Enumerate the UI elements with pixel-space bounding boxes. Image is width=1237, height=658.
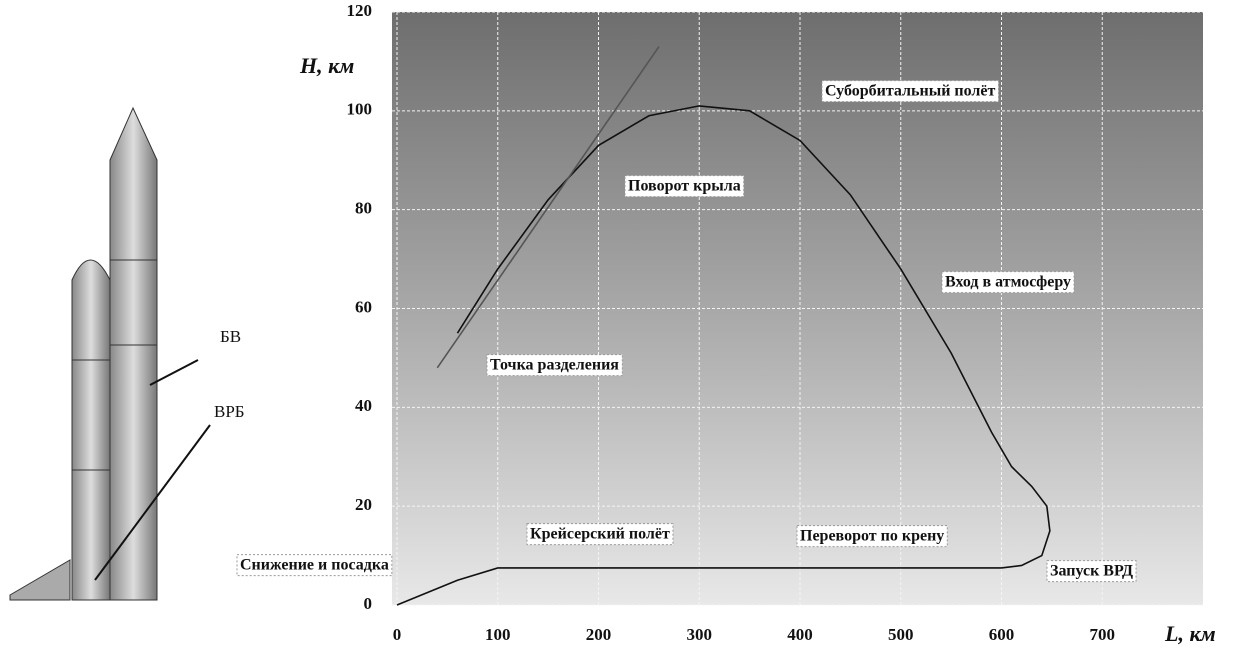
annotation: Поворот крыла <box>628 178 741 195</box>
y-tick-label: 0 <box>364 594 373 613</box>
x-axis-label: L, км <box>1164 621 1216 646</box>
rocket-label: ВРБ <box>214 402 245 421</box>
x-tick-label: 300 <box>687 625 713 644</box>
annotation: Вход в атмосферу <box>945 274 1071 291</box>
x-tick-label: 0 <box>393 625 402 644</box>
rocket <box>10 108 210 600</box>
x-tick-label: 500 <box>888 625 914 644</box>
x-tick-label: 700 <box>1090 625 1116 644</box>
y-tick-label: 20 <box>355 495 372 514</box>
y-tick-label: 80 <box>355 199 372 218</box>
x-tick-label: 200 <box>586 625 612 644</box>
y-tick-label: 40 <box>355 396 372 415</box>
y-tick-label: 100 <box>347 100 373 119</box>
chart: БВ ВРБ H, км L, км 0 20 40 60 80 100 120 0 100 20… <box>0 0 1237 653</box>
x-tick-label: 100 <box>485 625 511 644</box>
x-tick-label: 600 <box>989 625 1015 644</box>
y-axis-label: H, км <box>299 53 354 78</box>
x-tick-label: 400 <box>787 625 813 644</box>
rocket-label: БВ <box>220 327 241 346</box>
y-tick-label: 120 <box>347 1 373 20</box>
annotation: Крейсерский полёт <box>530 526 670 543</box>
y-tick-label: 60 <box>355 297 372 316</box>
annotation: Точка разделения <box>490 357 619 374</box>
annotation: Переворот по крену <box>800 528 944 545</box>
annotation: Снижение и посадка <box>240 557 389 574</box>
annotation: Запуск ВРД <box>1050 563 1133 580</box>
annotation: Суборбитальный полёт <box>825 83 996 100</box>
